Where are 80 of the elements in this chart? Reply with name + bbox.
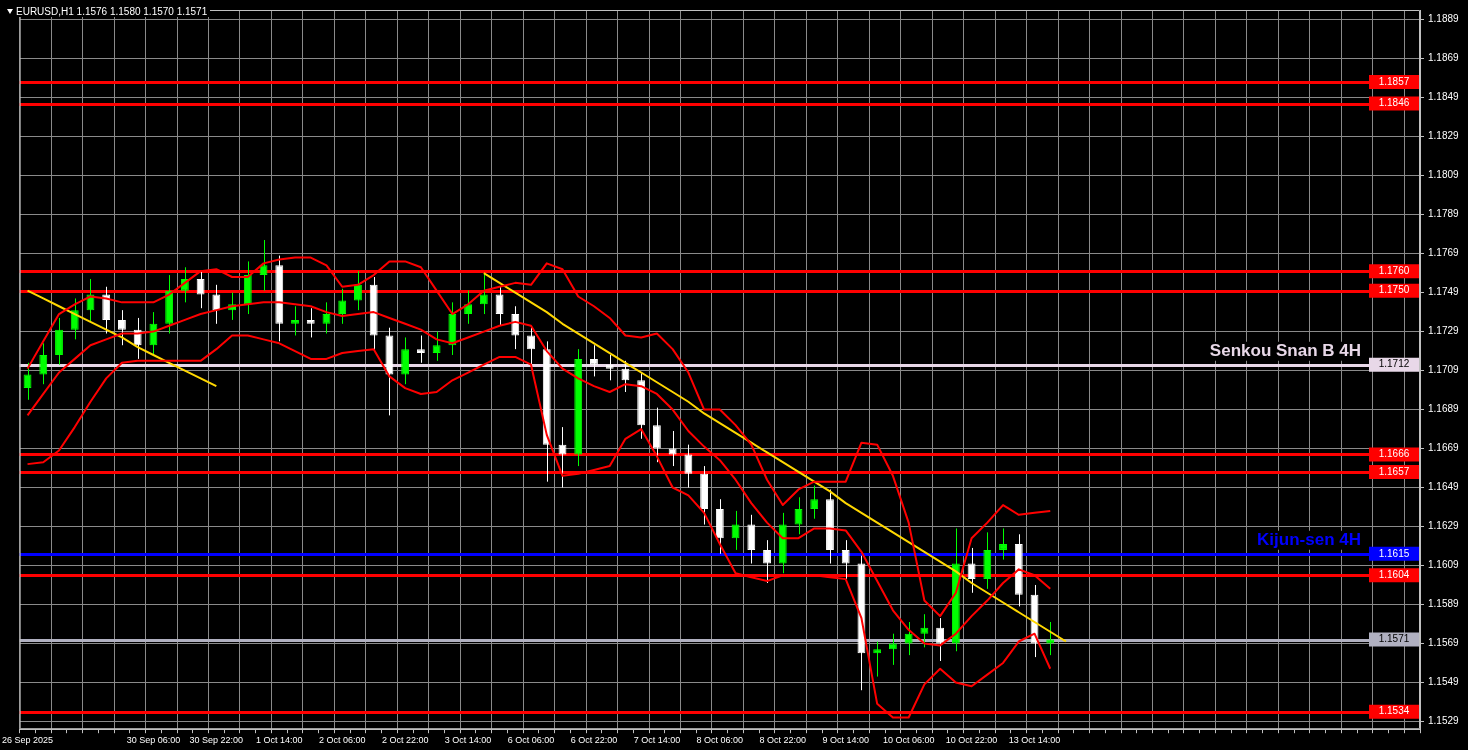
chart-title: EURUSD,H1 1.1576 1.1580 1.1570 1.1571 [16,6,208,17]
x-tick-label: 30 Sep 22:00 [189,735,244,746]
y-tick-label: 1.1689 [1428,403,1460,415]
ref-line-label: 1.1760 [1378,264,1410,276]
x-tick-label: 8 Oct 06:00 [696,735,744,746]
candlestick [338,288,347,325]
annotation: Kijun-sen 4H [1257,529,1361,549]
candlestick [432,331,441,362]
candlestick [747,514,756,565]
ref-line-label: 1.1712 [1378,358,1410,370]
x-tick-label: 1 Oct 14:00 [256,735,303,746]
y-tick-label: 1.1869 [1428,52,1460,64]
x-tick-label: 3 Oct 14:00 [444,735,492,746]
x-tick-label: 26 Sep 2025 [2,735,54,746]
candlestick [731,510,740,551]
x-tick-label: 7 Oct 14:00 [633,735,681,746]
x-tick-label: 9 Oct 14:00 [822,735,869,746]
candlestick [196,270,205,309]
candlestick [527,327,535,366]
x-tick-label: 30 Sep 06:00 [126,735,181,746]
annotation: Senkou Snan B 4H [1209,340,1361,360]
ref-line-label: 1.1604 [1378,568,1410,580]
candlestick [55,317,63,366]
x-tick-label: 6 Oct 22:00 [570,735,618,746]
candlestick [888,633,897,666]
candlestick [605,354,614,381]
y-tick-label: 1.1729 [1428,325,1460,337]
candlestick [102,286,111,335]
x-tick-label: 2 Oct 06:00 [318,735,366,746]
candlestick [920,613,929,648]
candlestick [936,617,945,662]
y-tick-label: 1.1569 [1428,637,1460,649]
y-tick-label: 1.1809 [1428,169,1460,181]
y-tick-label: 1.1649 [1428,481,1460,493]
x-tick-label: 2 Oct 22:00 [381,735,429,746]
ref-line-label: 1.1615 [1378,547,1410,559]
y-tick-label: 1.1629 [1428,520,1460,532]
candlestick [810,485,819,520]
ref-line-label: 1.1750 [1378,284,1410,296]
candlestick [291,305,299,336]
candlestick [904,621,913,656]
y-tick-label: 1.1709 [1428,364,1460,376]
candlestick [841,539,850,580]
candlestick [39,342,48,385]
candlestick [967,547,976,594]
ref-line-label: 1.1571 [1378,633,1410,645]
candlestick [590,344,598,377]
candlestick [354,270,362,311]
y-tick-label: 1.1889 [1428,13,1460,25]
ref-line-label: 1.1857 [1378,75,1410,87]
y-tick-label: 1.1669 [1428,442,1460,454]
x-tick-label: 10 Oct 06:00 [882,735,935,746]
ref-line-label: 1.1534 [1378,705,1410,717]
candlestick [999,527,1007,561]
candlestick [479,272,488,315]
y-tick-label: 1.1829 [1428,130,1460,142]
y-tick-label: 1.1549 [1428,676,1460,688]
y-tick-label: 1.1529 [1428,715,1460,727]
candlestick [873,640,882,678]
y-tick-label: 1.1789 [1428,208,1460,220]
candlestick [684,444,693,489]
candlestick [763,539,771,584]
y-tick-label: 1.1609 [1428,559,1460,571]
ref-line-label: 1.1657 [1378,465,1410,477]
x-tick-label: 10 Oct 22:00 [945,735,998,746]
y-tick-label: 1.1589 [1428,598,1460,610]
y-tick-label: 1.1749 [1428,286,1460,298]
x-tick-label: 6 Oct 06:00 [507,735,555,746]
candlestick [416,334,425,364]
candlestick [621,360,630,393]
ref-line-label: 1.1846 [1378,97,1410,109]
ref-line-label: 1.1666 [1378,448,1410,460]
candlestick [401,336,410,385]
y-tick-label: 1.1849 [1428,91,1460,103]
candlestick [652,407,661,463]
candlestick [212,284,221,325]
y-tick-label: 1.1769 [1428,247,1460,259]
candlestick [306,307,315,338]
x-tick-label: 8 Oct 22:00 [759,735,807,746]
x-tick-label: 13 Oct 14:00 [1008,735,1061,746]
